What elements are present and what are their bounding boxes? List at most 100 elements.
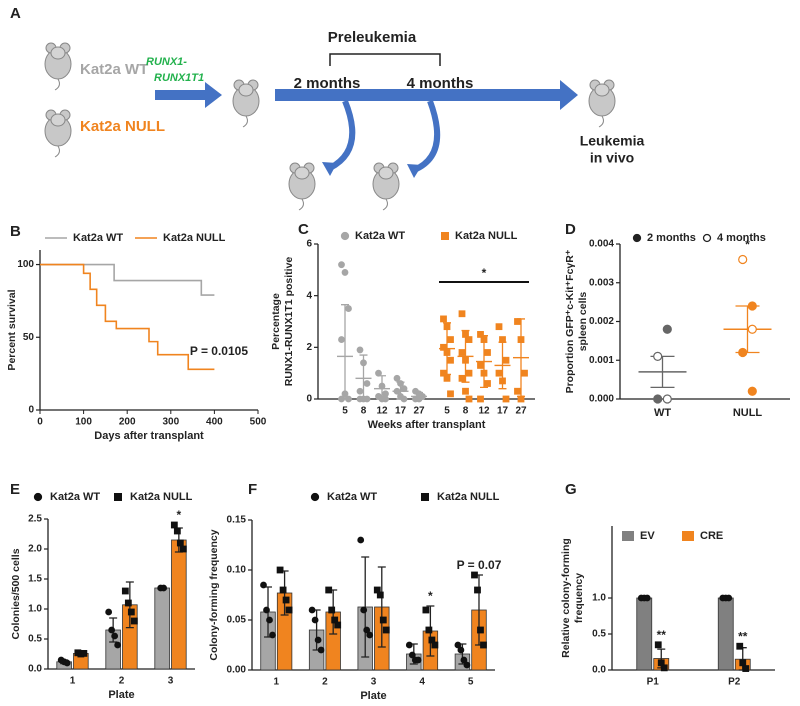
y-tick-label: 0.0 [592, 665, 606, 676]
error-bar [480, 335, 488, 389]
phase-label: Preleukemia [328, 29, 417, 46]
x-tick-label: 0 [37, 417, 43, 428]
error-bar [498, 341, 507, 390]
x-tick-label: WT [654, 407, 671, 419]
y-axis-label: Percent survival [6, 289, 18, 370]
error-bar [377, 566, 386, 648]
x-axis-label: Plate [360, 690, 386, 702]
y-tick-label: 2.5 [28, 514, 42, 525]
arrow [155, 82, 222, 108]
data-point [662, 394, 672, 404]
data-point [480, 641, 487, 649]
mouse-icon [588, 79, 616, 128]
data-point [643, 594, 651, 602]
y-axis-label: Colony-forming frequency [208, 529, 220, 660]
data-point [341, 269, 349, 276]
error-bar [443, 322, 451, 376]
mouse-icon [232, 79, 260, 128]
outcome-label: Leukemia [580, 133, 645, 149]
data-point [376, 591, 384, 599]
data-point [502, 395, 510, 403]
x-tick-label: 5 [468, 677, 474, 688]
panel-letter: G [565, 481, 577, 498]
annotation: * [745, 238, 750, 252]
curved-arrow [412, 99, 441, 173]
data-point [465, 369, 473, 377]
x-tick-label: 1 [70, 676, 76, 687]
x-axis-label: Days after transplant [94, 430, 204, 442]
mouse-icon [372, 162, 400, 211]
y-axis-label: spleen cells [577, 292, 589, 352]
wt-label: Kat2a WT [80, 61, 148, 78]
data-point [314, 636, 322, 644]
data-point [460, 656, 468, 664]
timepoint-label: 4 months [407, 75, 474, 92]
data-point [130, 617, 138, 625]
legend-marker [632, 233, 642, 243]
data-point [660, 664, 668, 672]
legend-marker [340, 231, 350, 241]
data-point [447, 336, 454, 343]
x-tick-label: 3 [371, 677, 377, 688]
outcome-label: in vivo [590, 150, 634, 166]
y-tick-label: 0.004 [589, 239, 614, 250]
data-point [405, 641, 413, 649]
error-bar [517, 318, 525, 398]
y-tick-label: 4 [306, 290, 312, 301]
data-point [311, 616, 319, 624]
data-point [477, 395, 484, 403]
data-point [170, 521, 178, 529]
y-tick-label: 0.003 [589, 277, 614, 288]
data-point [440, 315, 447, 323]
x-tick-label: 1 [274, 677, 280, 688]
data-point [738, 347, 748, 358]
mouse-icon [288, 162, 316, 211]
data-point [736, 642, 744, 650]
data-point [379, 616, 387, 624]
data-point [654, 641, 662, 649]
x-axis-label: Plate [108, 689, 134, 701]
panel-letter: F [248, 481, 257, 498]
error-bar [341, 304, 349, 400]
data-point [108, 626, 116, 634]
bar [171, 539, 187, 670]
data-point [425, 626, 433, 634]
error-bar [378, 375, 386, 400]
transgene-label: RUNX1T1 [154, 72, 204, 84]
y-tick-label: 0.5 [592, 629, 606, 640]
legend-marker [702, 233, 712, 243]
y-tick-label: 2 [306, 342, 312, 353]
data-point [366, 631, 374, 639]
data-point [63, 659, 71, 667]
arrowhead [322, 162, 337, 176]
error-bar [415, 391, 423, 400]
mouse-icon [44, 109, 72, 158]
panel-letter: B [10, 223, 21, 240]
data-point [465, 336, 473, 343]
data-point [345, 305, 352, 312]
survival-line [40, 263, 215, 296]
y-tick-label: 1.5 [28, 574, 42, 585]
data-point [363, 380, 371, 387]
data-point [121, 587, 129, 595]
data-point [114, 641, 122, 649]
data-point [328, 606, 336, 614]
annotation: * [482, 266, 487, 280]
y-axis-label: Colonies/500 cells [10, 548, 22, 639]
y-tick-label: 2.0 [28, 544, 42, 555]
x-tick-label: 4 [419, 677, 425, 688]
legend-label: CRE [700, 530, 723, 542]
x-tick-label: P2 [728, 677, 741, 688]
transgene-label: RUNX1- [146, 56, 187, 68]
x-tick-label: 8 [361, 406, 367, 417]
x-tick-label: 500 [250, 417, 267, 428]
panel-letter: A [10, 5, 21, 22]
bar [636, 597, 653, 671]
x-tick-label: NULL [733, 407, 763, 419]
data-point [747, 386, 757, 396]
data-point [338, 261, 345, 269]
y-axis-label: Relative colony-forming [560, 538, 572, 658]
y-tick-label: 100 [17, 259, 34, 270]
panel-letter: D [565, 221, 576, 238]
data-point [462, 387, 469, 395]
